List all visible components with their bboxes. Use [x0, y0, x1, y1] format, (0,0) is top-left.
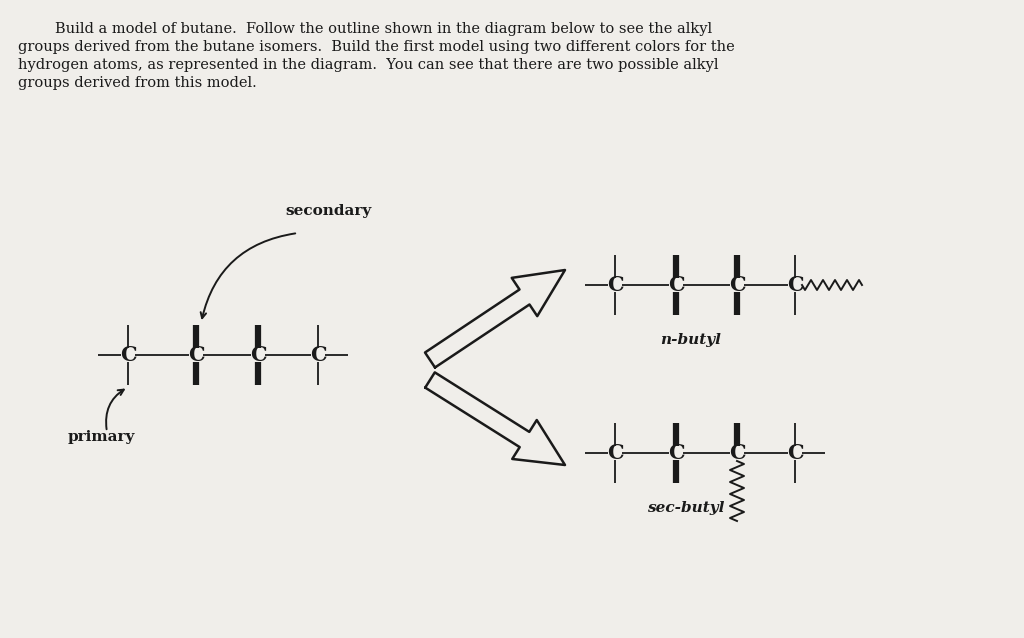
Text: C: C: [187, 345, 205, 365]
Text: C: C: [120, 345, 136, 365]
Text: C: C: [668, 443, 684, 463]
Text: sec-butyl: sec-butyl: [647, 501, 725, 515]
Text: groups derived from this model.: groups derived from this model.: [18, 76, 257, 90]
Text: groups derived from the butane isomers.  Build the first model using two differe: groups derived from the butane isomers. …: [18, 40, 735, 54]
Text: C: C: [606, 275, 624, 295]
Text: C: C: [309, 345, 327, 365]
Text: C: C: [729, 275, 745, 295]
Text: Build a model of butane.  Follow the outline shown in the diagram below to see t: Build a model of butane. Follow the outl…: [18, 22, 712, 36]
Text: hydrogen atoms, as represented in the diagram.  You can see that there are two p: hydrogen atoms, as represented in the di…: [18, 58, 719, 72]
Text: C: C: [786, 443, 803, 463]
Text: C: C: [606, 443, 624, 463]
Text: secondary: secondary: [285, 204, 372, 218]
Text: C: C: [668, 275, 684, 295]
Text: n-butyl: n-butyl: [660, 333, 722, 347]
Text: C: C: [729, 443, 745, 463]
Text: C: C: [786, 275, 803, 295]
Text: C: C: [250, 345, 266, 365]
Text: primary: primary: [68, 430, 135, 444]
